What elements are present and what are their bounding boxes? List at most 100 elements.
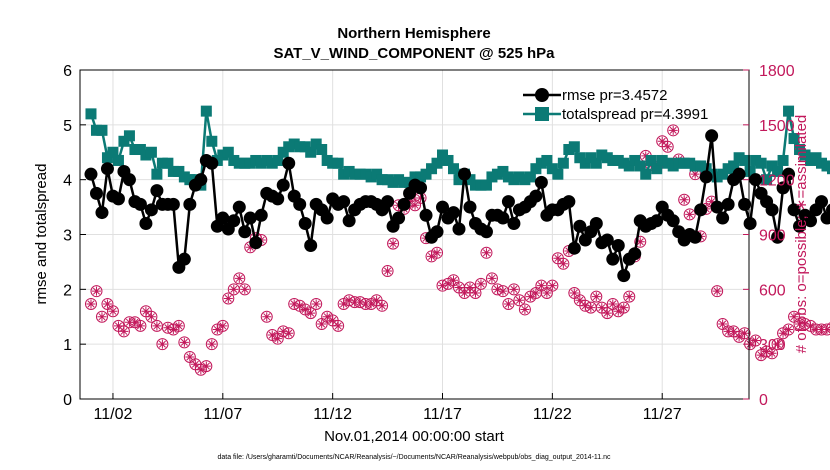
obs-assimilated-marker <box>366 299 376 309</box>
obs-possible-marker <box>480 246 493 259</box>
obs-assimilated-marker <box>333 321 343 331</box>
obs-assimilated-marker <box>339 299 349 309</box>
rmse-marker <box>436 200 450 214</box>
obs-assimilated-marker <box>185 352 195 362</box>
obs-assimilated-marker <box>767 348 777 358</box>
obs-assimilated-marker <box>784 325 794 335</box>
obs-possible-marker <box>634 235 647 248</box>
totalspread-marker <box>590 157 602 169</box>
rmse-marker <box>765 203 779 217</box>
obs-possible-marker <box>95 310 108 323</box>
rmse-marker <box>89 186 103 200</box>
obs-assimilated-marker <box>729 326 739 336</box>
rmse-marker <box>183 197 197 211</box>
rmse-marker <box>732 167 746 181</box>
rmse-marker <box>749 173 763 187</box>
obs-assimilated-marker <box>718 319 728 329</box>
rmse-marker <box>446 206 460 220</box>
rmse-marker <box>705 129 719 143</box>
obs-assimilated-marker <box>284 328 294 338</box>
obs-assimilated-marker <box>476 279 486 289</box>
totalspread-marker <box>206 135 218 147</box>
obs-possible-marker <box>507 283 520 296</box>
rmse-marker <box>562 195 576 209</box>
obs-assimilated-marker <box>778 328 788 338</box>
rmse-marker <box>298 217 312 231</box>
obs-possible-marker <box>711 285 724 298</box>
obs-assimilated-marker <box>416 193 426 203</box>
totalspread-marker <box>112 154 124 166</box>
obs-assimilated-marker <box>657 136 667 146</box>
obs-assimilated-marker <box>734 332 744 342</box>
obs-assimilated-marker <box>152 321 162 331</box>
rmse-marker <box>238 225 252 239</box>
right-y-tick-label: 300 <box>759 337 786 354</box>
rmse-marker <box>216 211 230 225</box>
obs-assimilated-marker <box>712 286 722 296</box>
obs-assimilated-marker <box>707 197 717 207</box>
obs-assimilated-marker <box>190 359 200 369</box>
obs-assimilated-marker <box>789 312 799 322</box>
obs-possible-marker <box>381 265 394 278</box>
obs-assimilated-marker <box>229 284 239 294</box>
rmse-marker <box>710 200 724 214</box>
obs-assimilated-marker <box>245 242 255 252</box>
totalspread-marker <box>788 133 800 145</box>
obs-assimilated-marker <box>207 339 217 349</box>
rmse-marker <box>304 238 318 252</box>
rmse-marker <box>567 241 581 255</box>
obs-assimilated-marker <box>317 319 327 329</box>
obs-possible-marker <box>222 292 235 305</box>
rmse-marker <box>776 181 790 195</box>
obs-assimilated-marker <box>223 293 233 303</box>
chart-subtitle: SAT_V_WIND_COMPONENT @ 525 hPa <box>273 45 555 62</box>
obs-possible-marker <box>145 310 158 323</box>
rmse-marker <box>419 208 433 222</box>
legend-spread-marker <box>535 107 549 121</box>
right-y-tick-label: 1200 <box>759 173 795 190</box>
obs-assimilated-marker <box>531 288 541 298</box>
y-tick-label: 5 <box>63 118 72 135</box>
obs-assimilated-marker <box>668 125 678 135</box>
rmse-marker <box>397 197 411 211</box>
obs-assimilated-marker <box>487 273 497 283</box>
obs-assimilated-marker <box>685 209 695 219</box>
rmse-marker <box>496 211 510 225</box>
rmse-marker <box>254 208 268 222</box>
rmse-marker <box>600 233 614 247</box>
obs-assimilated-marker <box>811 325 821 335</box>
obs-assimilated-marker <box>613 306 623 316</box>
rmse-marker <box>100 162 114 176</box>
x-tick-label: 11/22 <box>533 406 572 423</box>
rmse-marker <box>743 217 757 231</box>
rmse-marker <box>166 197 180 211</box>
obs-assimilated-marker <box>602 308 612 318</box>
rmse-marker <box>282 156 296 170</box>
legend-rmse-label: rmse pr=3.4572 <box>562 87 667 104</box>
totalspread-marker <box>480 179 492 191</box>
legend-rmse-marker <box>535 88 549 102</box>
right-y-tick-label: 900 <box>759 228 786 245</box>
totalspread-marker <box>447 163 459 175</box>
rmse-marker <box>95 206 109 220</box>
obs-assimilated-marker <box>558 259 568 269</box>
totalspread-marker <box>123 130 135 142</box>
obs-possible-marker <box>667 124 680 137</box>
totalspread-marker <box>305 146 317 158</box>
obs-possible-marker <box>557 257 570 270</box>
obs-assimilated-marker <box>295 301 305 311</box>
obs-assimilated-marker <box>273 334 283 344</box>
rmse-marker <box>227 214 241 228</box>
y-tick-label: 4 <box>63 173 72 190</box>
rmse-marker <box>392 211 406 225</box>
totalspread-marker <box>162 157 174 169</box>
obs-assimilated-marker <box>459 288 469 298</box>
obs-possible-marker <box>205 338 218 351</box>
obs-assimilated-marker <box>278 326 288 336</box>
rmse-marker <box>150 184 164 198</box>
totalspread-marker <box>761 174 773 186</box>
rmse-marker <box>139 217 153 231</box>
rmse-marker <box>111 192 125 206</box>
obs-assimilated-marker <box>800 319 810 329</box>
